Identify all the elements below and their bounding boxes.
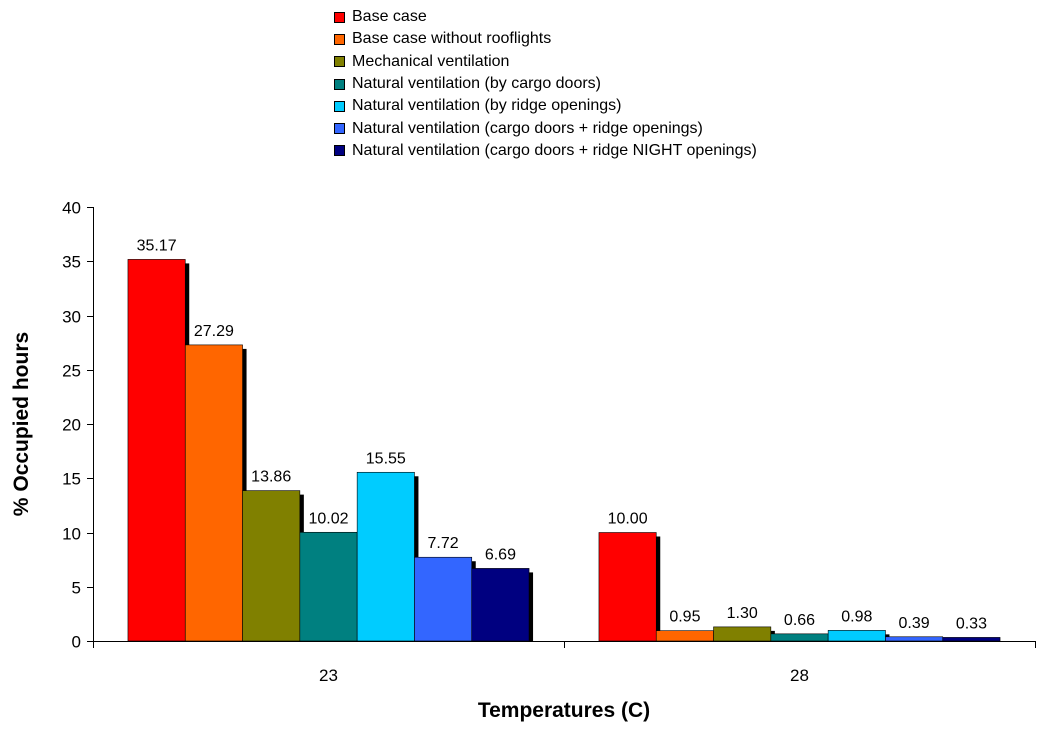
data-label: 0.95: [669, 609, 700, 626]
legend: Base case Base case without rooflights Mec…: [334, 6, 757, 162]
legend-label: Natural ventilation (cargo doors + ridge…: [352, 141, 757, 159]
y-tick-label: 20: [62, 416, 81, 435]
data-label: 0.39: [899, 615, 930, 632]
data-label: 27.29: [194, 323, 234, 340]
legend-swatch: [334, 11, 345, 23]
bar: [414, 556, 473, 642]
x-ticks: 23 28: [93, 641, 1036, 685]
y-ticks: 0 5 10 15 20 25 30 35 40: [62, 199, 93, 652]
y-tick-label: 15: [62, 470, 81, 489]
bar: [598, 532, 657, 642]
bar: [242, 490, 301, 642]
y-tick-label: 5: [72, 579, 81, 598]
legend-label: Base case: [352, 8, 427, 26]
bar: [299, 531, 358, 642]
x-axis-title: Temperatures (C): [478, 699, 650, 722]
bar: [127, 259, 186, 642]
legend-label: Natural ventilation (cargo doors + ridge…: [352, 119, 703, 137]
legend-item: Base case without rooflights: [334, 28, 757, 50]
legend-swatch: [334, 56, 345, 68]
y-axis-title: % Occupied hours: [10, 332, 33, 516]
y-tick-label: 0: [72, 633, 81, 652]
bars-layer: [127, 259, 1001, 642]
x-tick-label: 28: [790, 666, 809, 685]
legend-swatch: [334, 78, 345, 90]
legend-label: Natural ventilation (by cargo doors): [352, 75, 602, 93]
legend-item: Mechanical ventilation: [334, 51, 757, 73]
bar: [827, 630, 886, 642]
y-tick-label: 25: [62, 362, 81, 381]
data-label: 10.02: [308, 510, 348, 527]
legend-label: Mechanical ventilation: [352, 52, 510, 70]
x-tick-label: 23: [319, 666, 338, 685]
legend-item: Base case: [334, 6, 757, 28]
bar: [471, 568, 530, 642]
legend-item: Natural ventilation (cargo doors + ridge…: [334, 117, 757, 139]
data-label: 15.55: [366, 450, 406, 467]
y-tick-label: 30: [62, 308, 81, 327]
data-label: 13.86: [251, 469, 291, 486]
data-label: 0.66: [784, 612, 815, 629]
bar: [713, 626, 772, 642]
bar: [655, 630, 714, 642]
bar: [885, 636, 944, 642]
bar: [356, 471, 415, 642]
data-label: 0.98: [841, 608, 872, 625]
y-tick-label: 40: [62, 199, 81, 218]
legend-item: Natural ventilation (by ridge openings): [334, 95, 757, 117]
legend-swatch: [334, 33, 345, 45]
legend-swatch: [334, 145, 345, 157]
legend-label: Base case without rooflights: [352, 30, 552, 48]
data-label: 0.33: [956, 615, 987, 632]
data-label: 6.69: [485, 546, 516, 563]
data-label: 1.30: [727, 605, 758, 622]
legend-swatch: [334, 123, 345, 135]
legend-label: Natural ventilation (by ridge openings): [352, 97, 622, 115]
data-label: 10.00: [608, 511, 648, 528]
legend-item: Natural ventilation (cargo doors + ridge…: [334, 140, 757, 162]
data-label: 7.72: [428, 535, 459, 552]
bar: [770, 633, 829, 642]
bar: [942, 637, 1001, 642]
legend-swatch: [334, 100, 345, 112]
data-label: 35.17: [137, 237, 177, 254]
y-tick-label: 35: [62, 253, 81, 272]
y-tick-label: 10: [62, 525, 81, 544]
data-labels: 35.17 27.29 13.86 10.02 15.55 7.72 6.69 10.00 0.…: [137, 237, 987, 632]
legend-item: Natural ventilation (by cargo doors): [334, 73, 757, 95]
bar: [184, 344, 243, 642]
